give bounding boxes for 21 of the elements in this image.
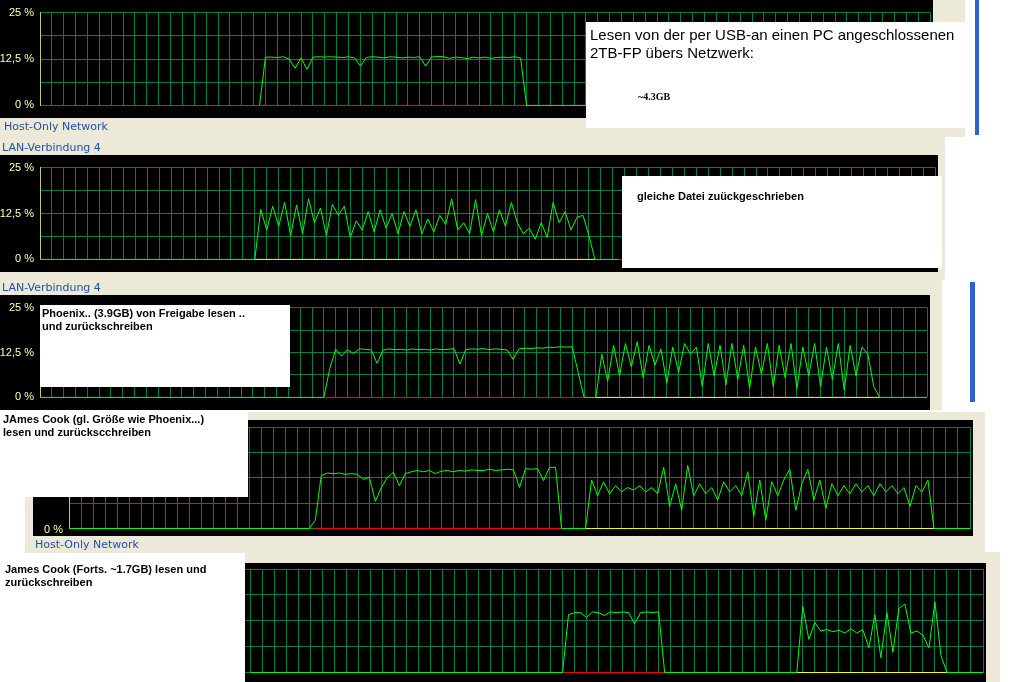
y-tick-label: 0 % — [15, 98, 35, 111]
annotation: Lesen von der per USB-an einen PC angeschlossenen 2TB-FP übers Netzwerk: — [590, 26, 956, 62]
annotation: ~4.3GB — [638, 91, 671, 103]
y-tick-label: 12,5 % — [0, 206, 35, 219]
text: Host-Only Network — [35, 538, 139, 551]
annotation: gleiche Datei zuückgeschrieben — [637, 190, 804, 203]
note-card: JAmes Cook (gl. Größe wie Phoenix...) lesen und zurückscchreiben — [0, 410, 248, 497]
y-tick-label: 25 % — [8, 300, 35, 313]
text: 0 % — [44, 522, 63, 535]
y-tick-label: 25 % — [8, 160, 35, 173]
text: Host-Only Network — [4, 120, 108, 133]
chart-title: LAN-Verbindung 4 — [2, 281, 101, 294]
y-tick-label: 0 % — [15, 252, 35, 265]
y-tick-label: 12,5 % — [0, 52, 35, 65]
y-tick-label: 25 % — [8, 5, 35, 18]
y-tick-label: 0 % — [15, 390, 35, 403]
chart-title: LAN-Verbindung 4 — [2, 141, 101, 154]
note-card: gleiche Datei zuückgeschrieben — [622, 176, 942, 268]
annotation: Phoenix.. (3.9GB) von Freigabe lesen .. und zurückschreiben — [42, 307, 246, 333]
note-card: Phoenix.. (3.9GB) von Freigabe lesen .. und zurückschreiben — [40, 305, 290, 387]
y-tick-label: 12,5 % — [0, 345, 35, 358]
